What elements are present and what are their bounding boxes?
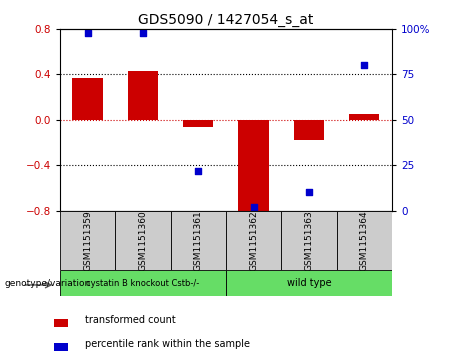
Text: GSM1151361: GSM1151361 [194, 210, 203, 271]
Text: genotype/variation: genotype/variation [5, 280, 91, 288]
Bar [54, 319, 68, 327]
Bar [60, 270, 226, 296]
Text: GSM1151360: GSM1151360 [138, 210, 148, 271]
Bar [60, 211, 115, 270]
Text: cystatin B knockout Cstb-/-: cystatin B knockout Cstb-/- [86, 279, 200, 287]
Bar [337, 211, 392, 270]
Bar [171, 211, 226, 270]
Point [139, 30, 147, 36]
Text: GSM1151364: GSM1151364 [360, 210, 369, 271]
Text: wild type: wild type [287, 278, 331, 288]
Bar [128, 71, 158, 120]
Title: GDS5090 / 1427054_s_at: GDS5090 / 1427054_s_at [138, 13, 313, 26]
Bar [72, 78, 103, 120]
Bar [238, 120, 269, 213]
Text: GSM1151362: GSM1151362 [249, 210, 258, 271]
Bar [183, 120, 213, 127]
Point [361, 62, 368, 68]
Bar [349, 114, 379, 120]
Bar [226, 211, 281, 270]
Point [195, 168, 202, 174]
Point [84, 30, 91, 36]
Text: transformed count: transformed count [85, 315, 176, 325]
Bar [294, 120, 324, 140]
Bar [226, 270, 392, 296]
Text: GSM1151363: GSM1151363 [304, 210, 313, 271]
Bar [54, 343, 68, 351]
Bar [115, 211, 171, 270]
Text: GSM1151359: GSM1151359 [83, 210, 92, 271]
Bar [281, 211, 337, 270]
Point [305, 189, 313, 195]
Point [250, 204, 257, 210]
Text: percentile rank within the sample: percentile rank within the sample [85, 339, 250, 349]
